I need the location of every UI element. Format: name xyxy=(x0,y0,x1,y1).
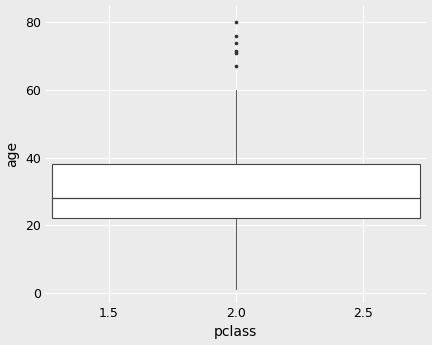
X-axis label: pclass: pclass xyxy=(214,325,257,339)
Point xyxy=(232,20,239,25)
Y-axis label: age: age xyxy=(6,141,19,167)
Point xyxy=(232,40,239,46)
Point xyxy=(232,48,239,54)
Point xyxy=(232,63,239,69)
Bar xyxy=(52,164,420,218)
Point xyxy=(232,50,239,56)
Point xyxy=(232,33,239,39)
